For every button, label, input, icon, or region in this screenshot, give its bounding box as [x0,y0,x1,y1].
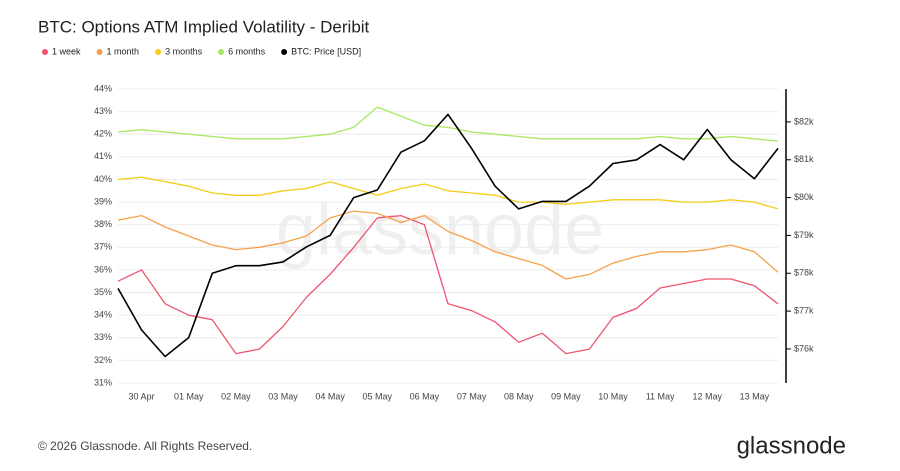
series-line [117,214,779,355]
legend-label: BTC: Price [USD] [291,46,361,56]
y-tick-label: 34% [94,310,112,320]
x-tick-label: 10 May [598,391,628,401]
legend-label: 1 month [107,46,140,56]
series-line [117,113,779,358]
x-tick-label: 02 May [221,391,251,401]
y2-tick-label: $79k [794,230,814,240]
x-tick-label: 30 Apr [129,391,155,401]
legend-marker [155,49,162,55]
y-tick-label: 36% [94,264,112,274]
series-line [117,106,779,142]
legend-marker [218,49,225,55]
x-tick-label: 05 May [363,391,393,401]
y-tick-label: 44% [94,83,112,93]
brand-logo: glassnode [737,432,846,459]
legend-marker [281,49,288,55]
x-tick-label: 13 May [740,391,770,401]
series-line [117,176,779,210]
y-tick-label: 41% [94,151,112,161]
y-tick-label: 40% [94,174,112,184]
y2-tick-label: $76k [794,343,814,353]
y-tick-label: 38% [94,219,112,229]
x-tick-label: 03 May [268,391,298,401]
x-tick-label: 04 May [315,391,345,401]
y-tick-label: 32% [94,355,112,365]
footer: © 2026 Glassnode. All Rights Reserved. [38,439,252,453]
y2-tick-label: $78k [794,268,814,278]
x-tick-label: 06 May [410,391,440,401]
y2-tick-label: $82k [794,116,814,126]
y-tick-label: 42% [94,129,112,139]
legend-label: 6 months [228,46,266,56]
y-tick-label: 35% [94,287,112,297]
y2-tick-label: $81k [794,154,814,164]
y2-tick-label: $80k [794,192,814,202]
x-tick-label: 01 May [174,391,204,401]
series-line [117,210,779,280]
chart-title: BTC: Options ATM Implied Volatility - De… [38,17,370,36]
y-tick-label: 31% [94,377,112,387]
legend-marker [96,49,103,55]
y-tick-label: 43% [94,106,112,116]
legend-label: 3 months [165,46,203,56]
x-tick-label: 09 May [551,391,581,401]
x-tick-label: 08 May [504,391,534,401]
y-tick-label: 39% [94,196,112,206]
y-tick-label: 33% [94,332,112,342]
x-tick-label: 12 May [693,391,723,401]
y-tick-label: 37% [94,242,112,252]
legend-label: 1 week [52,46,81,56]
y2-tick-label: $77k [794,305,814,315]
legend-marker [42,49,48,55]
x-tick-label: 11 May [646,391,675,401]
x-tick-label: 07 May [457,391,487,401]
